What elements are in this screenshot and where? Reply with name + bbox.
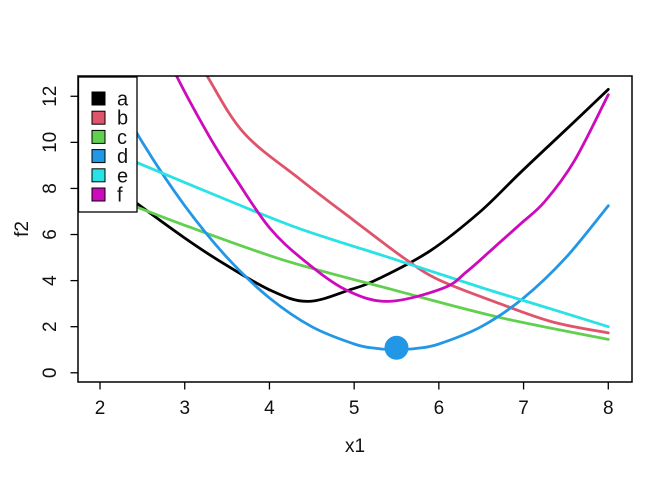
curve-b bbox=[205, 76, 610, 335]
legend-label-c: c bbox=[117, 127, 127, 149]
x-tick-label: 2 bbox=[95, 398, 106, 419]
legend-label-b: b bbox=[117, 108, 128, 130]
curves-layer bbox=[98, 76, 610, 352]
y-tick-label: 8 bbox=[40, 183, 61, 194]
x-tick-label: 5 bbox=[349, 398, 360, 419]
curve-e bbox=[98, 146, 610, 329]
y-tick-label: 4 bbox=[40, 275, 61, 286]
y-tick-label: 0 bbox=[40, 367, 61, 378]
legend-swatch-e bbox=[91, 168, 106, 183]
x-tick-label: 7 bbox=[518, 398, 529, 419]
y-tick-label: 2 bbox=[40, 321, 61, 332]
x-tick-label: 8 bbox=[603, 398, 614, 419]
legend-swatch-a bbox=[91, 91, 106, 106]
x-tick-label: 3 bbox=[179, 398, 190, 419]
highlight-point bbox=[384, 335, 409, 360]
legend-swatch-b bbox=[91, 110, 106, 125]
curve-a bbox=[98, 88, 610, 303]
curve-c bbox=[98, 191, 610, 341]
y-tick-label: 6 bbox=[40, 229, 61, 240]
y-axis: 0 2 4 6 8 10 12 bbox=[40, 86, 78, 378]
legend-swatch-c bbox=[91, 129, 106, 144]
legend-label-e: e bbox=[117, 165, 128, 187]
y-axis-title: f2 bbox=[12, 221, 33, 237]
curve-f bbox=[174, 76, 610, 303]
x-axis-title: x1 bbox=[345, 436, 365, 457]
legend-swatch-d bbox=[91, 149, 106, 164]
y-tick-label: 12 bbox=[40, 86, 61, 107]
x-tick-label: 4 bbox=[264, 398, 275, 419]
legend-box bbox=[77, 76, 138, 213]
legend-label-a: a bbox=[117, 89, 129, 111]
plot-border bbox=[77, 75, 633, 383]
curve-d bbox=[103, 76, 610, 352]
y-tick-label: 10 bbox=[40, 132, 61, 153]
x-axis: 2 3 4 5 6 7 8 bbox=[95, 382, 614, 419]
legend-swatch-f bbox=[91, 187, 106, 202]
x-tick-label: 6 bbox=[434, 398, 445, 419]
legend-label-d: d bbox=[117, 146, 128, 168]
legend-label-f: f bbox=[117, 185, 123, 207]
